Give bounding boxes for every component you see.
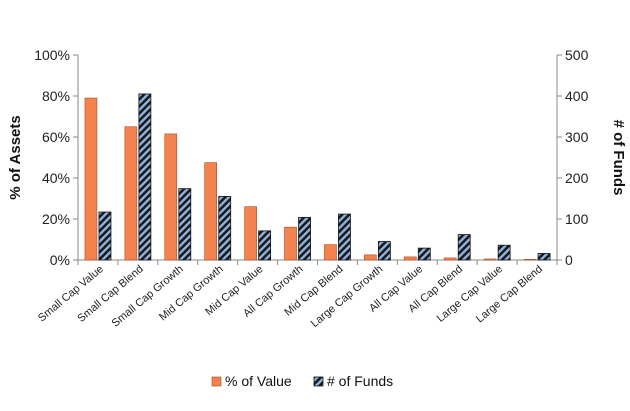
left-tick-label: 80% [42, 88, 70, 104]
bar-num-funds [98, 211, 112, 261]
bar-num-funds [457, 234, 471, 261]
right-tick-label: 200 [565, 170, 589, 186]
bar-num-funds [537, 253, 551, 261]
bar-num-funds [298, 216, 311, 261]
bar-num-funds [218, 196, 232, 261]
bar-num-funds [258, 230, 272, 261]
left-tick-label: 0% [50, 252, 70, 268]
x-category-label: Small Cap Value [36, 263, 106, 324]
bar-pct-value [124, 126, 138, 261]
right-tick-label: 300 [565, 129, 589, 145]
x-category-label: Small Cap Growth [110, 263, 186, 330]
left-tick-label: 60% [42, 129, 70, 145]
legend-swatch-pct-value [211, 376, 222, 387]
right-tick-label: 0 [565, 252, 573, 268]
bar-num-funds [497, 244, 511, 261]
bar-pct-value [364, 254, 377, 261]
legend-label-pct-value: % of Value [225, 373, 292, 389]
bar-pct-value [523, 259, 537, 261]
bar-pct-value [244, 206, 257, 261]
bar-pct-value [443, 257, 457, 261]
bar-pct-value [164, 133, 178, 261]
left-tick-label: 40% [42, 170, 70, 186]
left-tick-label: 100% [34, 47, 70, 63]
bar-num-funds [377, 241, 391, 261]
x-category-label: Large Cap Blend [474, 263, 545, 325]
legend-label-num-funds: # of Funds [327, 373, 393, 389]
bar-num-funds [417, 247, 431, 261]
bar-pct-value [204, 162, 218, 261]
bar-num-funds [178, 188, 192, 261]
right-tick-label: 400 [565, 88, 589, 104]
right-tick-label: 500 [565, 47, 589, 63]
bar-pct-value [403, 256, 417, 261]
legend-swatch-num-funds [313, 376, 324, 387]
left-axis-title: % of Assets [7, 115, 24, 199]
bar-pct-value [284, 226, 297, 261]
right-axis-title: # of Funds [610, 120, 627, 196]
x-category-label: Large Cap Growth [309, 263, 386, 330]
left-tick-label: 20% [42, 211, 70, 227]
bar-num-funds [138, 93, 152, 261]
bar-pct-value [324, 244, 337, 261]
bar-pct-value [84, 97, 98, 261]
right-tick-label: 100 [565, 211, 589, 227]
bar-pct-value [483, 258, 497, 261]
bar-num-funds [338, 213, 351, 261]
